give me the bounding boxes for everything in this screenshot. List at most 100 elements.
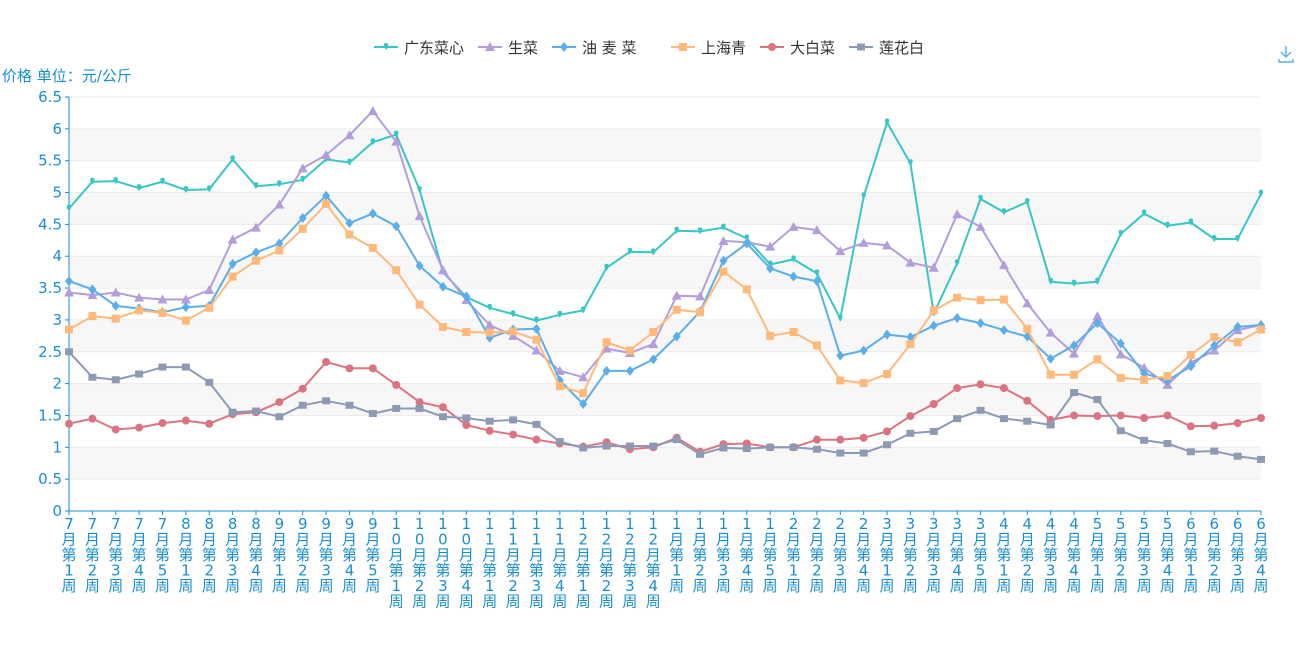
- x-tick-label: 9 月第 1 周: [272, 515, 287, 595]
- data-point: [883, 370, 892, 379]
- data-point: [1025, 198, 1030, 206]
- data-point: [836, 449, 845, 457]
- y-tick-label: 3: [52, 311, 62, 329]
- y-tick-label: 4: [52, 247, 62, 265]
- x-tick-label: 3 月第 2 周: [903, 515, 918, 595]
- data-point: [437, 265, 448, 275]
- data-point: [929, 427, 938, 435]
- y-tick-label: 5.5: [38, 152, 62, 170]
- data-point: [601, 343, 612, 353]
- legend-marker: [560, 42, 568, 52]
- data-point: [1163, 439, 1172, 447]
- data-point: [695, 291, 706, 301]
- data-point: [393, 130, 399, 138]
- series-line-3: [68, 203, 1262, 395]
- data-point: [883, 441, 892, 449]
- x-tick-label: 1 0 月第 2 周: [412, 515, 427, 611]
- data-point: [485, 426, 494, 435]
- data-point: [1212, 235, 1217, 243]
- data-point: [510, 310, 516, 318]
- data-point: [532, 335, 541, 344]
- data-point: [205, 378, 214, 386]
- x-tick-label: 1 0 月第 3 周: [435, 515, 450, 611]
- data-point: [625, 365, 634, 376]
- data-point: [1116, 373, 1125, 382]
- data-point: [908, 159, 913, 167]
- data-point: [438, 281, 447, 292]
- data-point: [1257, 455, 1265, 463]
- data-point: [696, 450, 705, 458]
- y-tick-label: 0: [52, 502, 62, 520]
- data-point: [158, 308, 167, 317]
- data-point: [368, 243, 377, 252]
- data-point: [1210, 421, 1219, 430]
- data-point: [204, 284, 215, 294]
- data-point: [602, 338, 611, 347]
- data-point: [788, 221, 799, 231]
- data-point: [1070, 411, 1079, 420]
- data-point: [812, 445, 821, 453]
- data-point: [976, 318, 985, 329]
- x-tick-label: 7 月第 1 周: [61, 515, 76, 595]
- data-point: [814, 269, 820, 277]
- y-tick-label: 6.5: [38, 88, 62, 106]
- x-tick-label: 1 2 月第 1 周: [576, 515, 591, 611]
- data-point: [1140, 375, 1149, 384]
- x-tick-label: 4 月第 1 周: [996, 515, 1011, 595]
- data-point: [462, 328, 471, 337]
- data-point: [649, 328, 658, 337]
- x-tick-label: 1 1 月第 1 周: [482, 515, 497, 611]
- data-point: [1069, 348, 1080, 358]
- data-point: [766, 263, 775, 274]
- data-point: [1023, 417, 1032, 425]
- x-tick-label: 8 月第 3 周: [225, 515, 240, 595]
- y-tick-label: 2: [52, 375, 62, 393]
- data-point: [858, 237, 869, 247]
- data-point: [88, 373, 97, 381]
- data-point: [674, 226, 679, 234]
- data-point: [438, 322, 447, 331]
- data-point: [65, 276, 73, 287]
- grid-band: [69, 192, 1261, 225]
- data-point: [999, 384, 1008, 393]
- data-point: [998, 260, 1009, 270]
- data-point: [1093, 355, 1102, 364]
- data-point: [953, 415, 962, 423]
- data-point: [1188, 218, 1194, 226]
- data-point: [765, 241, 776, 251]
- data-point: [250, 222, 261, 232]
- x-tick-label: 9 月第 4 周: [342, 515, 357, 595]
- data-point: [976, 406, 985, 414]
- data-point: [160, 177, 165, 185]
- data-point: [253, 182, 259, 190]
- data-point: [1023, 324, 1032, 333]
- data-point: [766, 331, 775, 340]
- data-point: [836, 435, 845, 444]
- data-point: [392, 266, 401, 275]
- data-point: [672, 305, 681, 314]
- data-point: [1048, 277, 1053, 285]
- y-tick-label: 3.5: [38, 279, 62, 297]
- data-point: [277, 180, 282, 188]
- data-point: [485, 328, 494, 337]
- data-point: [1140, 436, 1149, 444]
- data-point: [812, 341, 821, 350]
- data-point: [438, 403, 447, 412]
- x-tick-label: 1 2 月第 2 周: [599, 515, 614, 611]
- download-icon[interactable]: [1277, 44, 1295, 64]
- data-point: [1095, 277, 1100, 285]
- data-point: [1257, 325, 1265, 334]
- x-tick-label: 2 月第 2 周: [809, 515, 824, 595]
- data-point: [742, 445, 751, 453]
- x-tick-label: 3 月第 5 周: [973, 515, 988, 595]
- data-point: [462, 414, 471, 422]
- data-point: [1001, 208, 1007, 216]
- data-point: [719, 255, 728, 266]
- y-tick-label: 2.5: [38, 343, 62, 361]
- data-point: [1186, 448, 1195, 456]
- data-point: [1046, 353, 1055, 364]
- data-point: [1257, 414, 1265, 423]
- data-point: [227, 234, 238, 244]
- data-point: [65, 348, 73, 356]
- data-point: [789, 328, 798, 337]
